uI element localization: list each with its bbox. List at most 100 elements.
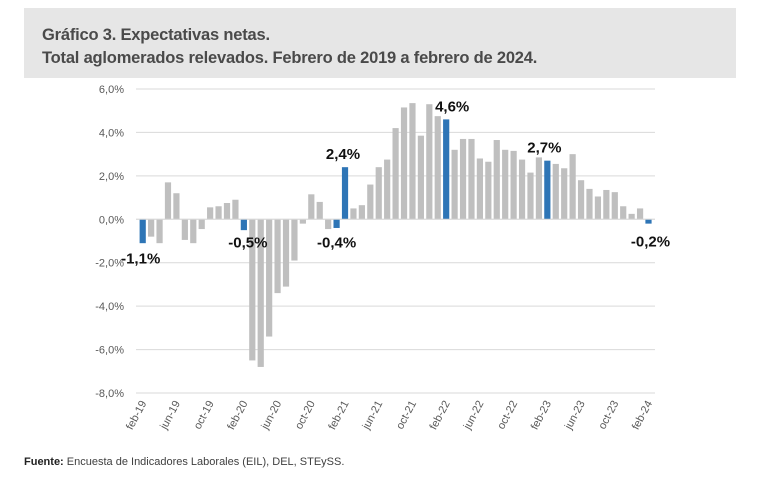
bar-oct-22 [510,150,517,220]
bar-feb-22 [443,119,450,220]
x-tick-label: oct-19 [192,399,217,432]
bar-ene-24 [636,208,644,220]
data-label-ene-21: -0,4% [317,234,356,251]
bar-nov-20 [316,201,323,220]
data-label-feb-20: -0,5% [228,234,267,251]
x-tick-label: feb-19 [124,399,149,432]
bar-ene-23 [535,157,543,220]
bar-may-20 [266,219,273,337]
bar-oct-21 [409,103,416,220]
bar-dic-19 [223,203,231,220]
bar-nov-19 [215,206,222,220]
bar-jun-22 [476,158,483,220]
bar-jun-19 [173,193,180,220]
bar-nov-22 [518,159,526,220]
y-tick-label: 6,0% [99,84,124,96]
bar-abr-20 [257,219,264,367]
x-tick-label: oct-20 [293,399,318,432]
data-label-feb-21: 2,4% [326,146,360,163]
bar-nov-23 [620,206,627,220]
y-tick-label: 0,0% [99,214,124,226]
y-tick-label: -8,0% [95,388,124,400]
bar-ago-22 [493,140,500,220]
bar-ago-21 [392,128,399,220]
bar-may-23 [569,154,576,220]
bar-mar-21 [350,208,357,220]
bar-sep-21 [400,107,408,220]
y-tick-label: 4,0% [99,127,124,139]
data-label-feb-19: -1,1% [121,250,160,267]
x-tick-label: jun-23 [562,399,587,433]
bar-jul-20 [282,219,290,287]
bar-nov-21 [417,135,424,220]
bar-jul-21 [384,159,391,220]
bar-abr-23 [561,168,568,220]
bar-jul-22 [485,161,492,220]
y-tick-label: -4,0% [95,301,124,313]
bar-sep-20 [299,219,306,224]
x-tick-label: feb-21 [326,399,351,432]
bar-dic-21 [426,104,433,220]
x-tick-label: oct-23 [596,399,621,432]
bar-ene-20 [232,199,239,220]
source-text: Encuesta de Indicadores Laborales (EIL),… [66,456,345,468]
bar-ago-19 [190,219,197,244]
bar-mar-19 [148,219,155,237]
bar-oct-20 [308,194,315,220]
bar-dic-22 [527,172,534,220]
x-axis: feb-19 jun-19 oct-19 feb-20 jun-20 oct-20 feb-… [124,218,655,433]
x-tick-label: oct-22 [495,399,520,432]
bar-abr-21 [358,205,365,220]
bar-mar-20 [249,219,256,361]
x-tick-label: jun-20 [259,399,284,433]
bar-abr-22 [459,138,467,220]
bar-dic-23 [628,213,635,220]
x-tick-label: feb-23 [529,399,554,432]
bar-jun-23 [577,180,585,220]
bar-feb-19 [139,219,146,244]
x-tick-label: jun-21 [360,399,385,433]
bar-dic-20 [325,219,332,230]
x-tick-label: feb-22 [428,399,453,432]
data-label-feb-24: -0,2% [631,233,670,250]
source-note: Fuente: Encuesta de Indicadores Laborale… [24,456,344,468]
source-label: Fuente: [24,456,64,468]
x-tick-label: jun-19 [158,399,183,433]
bar-feb-21 [341,167,349,220]
x-tick-label: feb-24 [630,399,655,432]
bar-sep-23 [603,189,610,220]
x-tick-label: jun-22 [461,399,486,433]
y-tick-label: -2,0% [95,258,124,270]
bar-sep-19 [198,219,205,230]
bar-feb-20 [240,219,247,231]
bar-oct-19 [207,207,214,220]
bar-jun-21 [375,167,382,220]
x-tick-label: feb-20 [225,399,250,432]
bar-feb-24 [645,219,652,224]
bar-sep-22 [502,149,509,220]
data-label-feb-22: 4,6% [435,98,469,115]
bar-may-21 [367,184,374,220]
bar-may-22 [468,138,475,220]
data-label-feb-23: 2,7% [527,140,561,157]
bar-ene-22 [434,116,441,220]
bar-jul-23 [586,188,593,220]
bar-jun-20 [274,219,281,294]
y-axis: 6,0% 4,0% 2,0% 0,0% -2,0% -4,0% -6,0% -8,0% [95,84,124,400]
y-tick-label: -6,0% [95,345,124,357]
y-tick-label: 2,0% [99,171,124,183]
chart-header: Gráfico 3. Expectativas netas. Total agl… [24,8,736,78]
chart-title: Gráfico 3. Expectativas netas. [42,26,270,44]
bar-ene-21 [333,219,340,228]
x-tick-label: oct-21 [394,399,419,432]
bar-abr-19 [156,219,163,244]
bar-mar-23 [552,163,559,220]
bar-ago-20 [291,219,298,261]
bar-may-19 [164,182,172,220]
bar-ago-23 [594,196,602,220]
bar-feb-23 [544,160,551,220]
bar-jul-19 [181,219,188,240]
bar-oct-23 [611,192,618,220]
bar-mar-22 [451,149,458,220]
